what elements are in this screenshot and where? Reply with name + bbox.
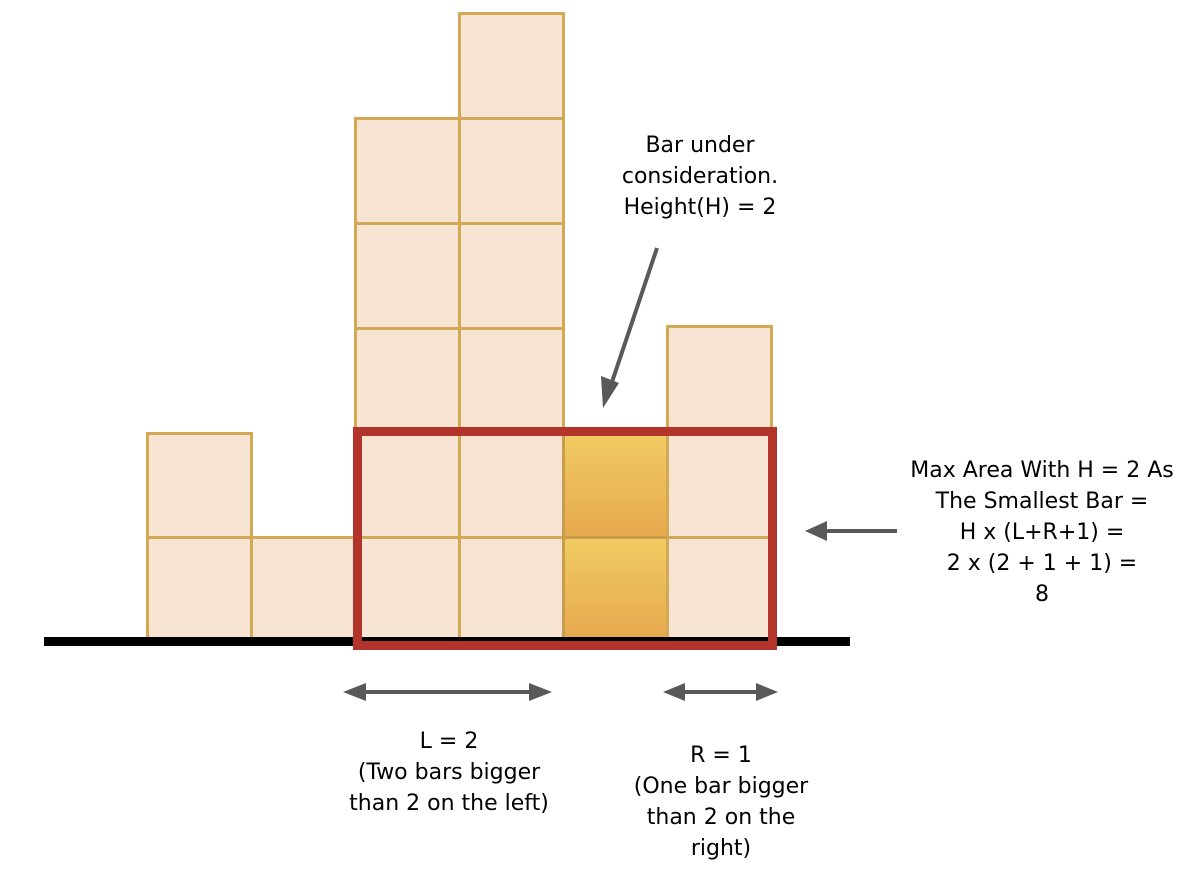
right-count-label: R = 1 (One bar bigger than 2 on the righ… [633, 743, 809, 861]
bar-3-cell-5 [354, 117, 461, 225]
bar-1-cell-2 [146, 432, 253, 539]
left-count-label: L = 2 (Two bars bigger than 2 on the lef… [349, 729, 549, 816]
bar-4-cell-3 [458, 327, 565, 435]
left-arrow-icon [805, 521, 897, 541]
bar-3-cell-4 [354, 222, 461, 330]
double-arrow-left-span-icon [343, 683, 552, 701]
bar-under-consideration-label: Bar under consideration. Height(H) = 2 [621, 133, 779, 220]
bar-4-cell-5 [458, 117, 565, 225]
double-arrow-right-span-icon [663, 683, 778, 701]
max-area-rectangle [353, 427, 777, 650]
max-area-formula-label: Max Area With H = 2 As The Smallest Bar … [910, 458, 1174, 607]
pointer-arrow-icon [601, 247, 659, 408]
bar-4-cell-4 [458, 222, 565, 330]
bar-4-cell-6 [458, 12, 565, 120]
